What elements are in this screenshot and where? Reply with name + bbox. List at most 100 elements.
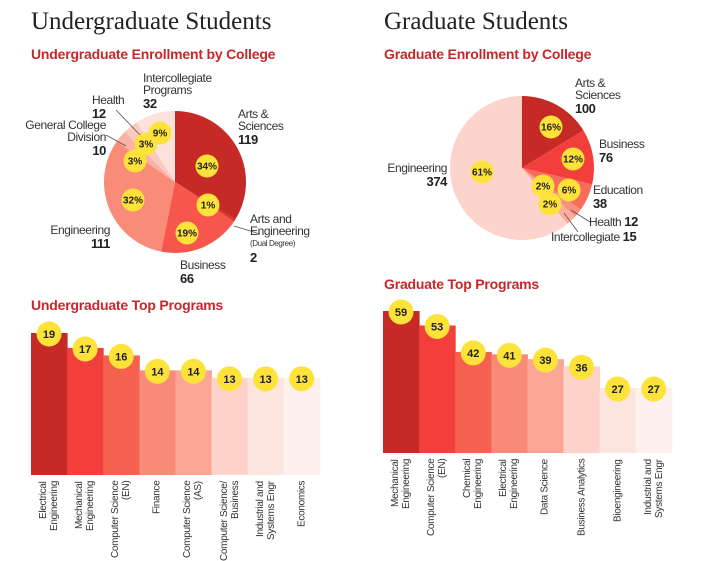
pie-slice-education-percent-label: 6% bbox=[562, 186, 577, 197]
bar-business-analytics-value-badge bbox=[569, 354, 595, 380]
leader-line-intercollegiate-grad bbox=[563, 212, 579, 233]
bar-computer-science-as bbox=[175, 370, 212, 475]
grad-pie-label-engineering: Engineering 374 bbox=[387, 161, 447, 189]
pie-slice-intercollegiate-percent-badge bbox=[538, 192, 562, 216]
undergrad-heading: Undergraduate Students bbox=[31, 8, 272, 35]
x-tick-label-computer-science-business: Computer Science/ Business bbox=[218, 481, 241, 561]
bar-economics-value-label: 13 bbox=[296, 374, 308, 386]
leader-line-arts-engineering bbox=[233, 225, 261, 235]
bar-electrical-engineering-value-label: 41 bbox=[503, 350, 515, 362]
bar-computer-science-as-value-label: 14 bbox=[187, 366, 200, 378]
x-tick-label-chemical-engineering: Chemical Engineering bbox=[462, 459, 485, 510]
pie-slice-education-percent-badge bbox=[557, 178, 581, 202]
bar-industrial-and-systems-engr-value-badge bbox=[641, 376, 667, 402]
bar-computer-science-en-value-badge bbox=[108, 343, 134, 369]
grad-pie-label-education: Education 38 bbox=[593, 183, 643, 211]
bar-data-science bbox=[527, 359, 564, 453]
grad-pie-title: Graduate Enrollment by College bbox=[384, 46, 592, 62]
leader-line-general-college bbox=[105, 134, 127, 147]
pie-slice-business-percent-label: 12% bbox=[563, 155, 583, 166]
x-tick-label-computer-science-en: Computer Science (EN) bbox=[426, 459, 449, 537]
x-tick-label-business-analytics: Business Analytics bbox=[576, 459, 587, 537]
bar-computer-science-en-value-badge bbox=[424, 313, 450, 339]
bar-mechanical-engineering-value-label: 59 bbox=[395, 307, 407, 319]
bar-industrial-and-systems-engr-value-label: 13 bbox=[260, 374, 272, 386]
grad-pie: 16% 12% 6% 2% 2% 61% bbox=[449, 96, 595, 240]
bar-industrial-and-systems-engr-value-label: 27 bbox=[648, 384, 660, 396]
pie-slice-business bbox=[522, 130, 595, 185]
pie-slice-general-college-division bbox=[116, 131, 175, 182]
pie-slice-arts-sciences-percent-label: 34% bbox=[197, 162, 217, 173]
pie-slice-arts-and-engineering-percent-badge bbox=[196, 193, 220, 217]
undergrad-bar-title: Undergraduate Top Programs bbox=[31, 297, 224, 313]
bar-industrial-and-systems-engr bbox=[247, 377, 285, 475]
pie-label-health: Health 12 bbox=[92, 93, 125, 121]
bar-finance-value-badge bbox=[144, 358, 170, 384]
grad-pie-label-health: Health 12 bbox=[589, 214, 638, 229]
pie-slice-arts-sciences-percent-label: 16% bbox=[541, 123, 561, 134]
bar-computer-science-en bbox=[419, 325, 456, 453]
pie-slice-intercollegiate-programs-percent-label: 9% bbox=[153, 129, 168, 140]
pie-slice-engineering-percent-label: 61% bbox=[472, 168, 492, 179]
grad-pie-label-arts-sciences: Arts & Sciences 100 bbox=[575, 76, 621, 116]
bar-computer-science-en bbox=[103, 355, 140, 475]
grad-bar-chart: 59 53 42 41 39 36 27 27 bbox=[383, 299, 673, 453]
x-tick-label-computer-science-en: Computer Science (EN) bbox=[110, 481, 133, 559]
pie-label-general-college: General College Division 10 bbox=[25, 118, 106, 158]
grad-bar-title: Graduate Top Programs bbox=[384, 276, 540, 292]
pie-slice-engineering-percent-badge bbox=[121, 188, 145, 212]
pie-slice-business-percent-badge bbox=[175, 221, 199, 245]
x-tick-label-data-science: Data Science bbox=[539, 459, 551, 515]
grad-pie-label-intercollegiate: Intercollegiate 15 bbox=[551, 229, 637, 244]
pie-slice-health-percent-label: 2% bbox=[536, 182, 551, 193]
pie-slice-business-percent-label: 19% bbox=[177, 229, 197, 240]
x-tick-label-mechanical-engineering: Mechanical Engineering bbox=[390, 459, 412, 510]
pie-slice-health-percent-badge bbox=[531, 174, 555, 198]
x-tick-label-computer-science-as: Computer Science (AS) bbox=[182, 481, 205, 559]
bar-mechanical-engineering-value-label: 17 bbox=[79, 344, 91, 356]
grad-heading: Graduate Students bbox=[384, 8, 568, 35]
bar-electrical-engineering-value-label: 19 bbox=[43, 329, 55, 341]
bar-chemical-engineering-value-label: 42 bbox=[467, 348, 479, 360]
bar-mechanical-engineering bbox=[383, 311, 420, 453]
x-tick-label-electrical-engineering: Electrical Engineering bbox=[498, 459, 521, 510]
pie-slice-intercollegiate-programs-percent-badge bbox=[148, 121, 172, 145]
bar-mechanical-engineering-value-badge bbox=[388, 299, 414, 325]
grad-pie-label-business: Business 76 bbox=[599, 137, 645, 165]
pie-label-arts-sciences: Arts & Sciences 119 bbox=[238, 107, 284, 147]
bar-computer-science-business-value-label: 13 bbox=[223, 374, 235, 386]
x-tick-label-electrical-engineering: Electrical Engineering bbox=[38, 481, 60, 532]
undergrad-pie: 34%1%19%32%3%3%9% bbox=[103, 111, 247, 253]
bar-mechanical-engineering-value-badge bbox=[72, 336, 98, 362]
bar-business-analytics bbox=[563, 366, 601, 453]
bar-computer-science-as-value-badge bbox=[180, 358, 206, 384]
bar-electrical-engineering bbox=[31, 333, 68, 475]
x-tick-label-industrial-and-systems-engr: Industrial and Systems Engr bbox=[254, 481, 277, 540]
bar-data-science-value-badge bbox=[532, 347, 558, 373]
pie-label-engineering: Engineering 111 bbox=[50, 223, 110, 251]
pie-slice-intercollegiate-percent-label: 2% bbox=[543, 200, 558, 211]
pie-slice-business-percent-badge bbox=[561, 147, 585, 171]
pie-slice-engineering bbox=[449, 96, 568, 240]
bar-finance-value-label: 14 bbox=[151, 366, 164, 378]
pie-slice-arts-and-engineering-percent-label: 1% bbox=[201, 201, 216, 212]
leader-lines bbox=[105, 109, 591, 235]
bar-business-analytics-value-label: 36 bbox=[575, 362, 587, 374]
undergrad-bar-chart: 19 17 16 14 14 13 13 13 bbox=[31, 321, 321, 475]
pie-slice-arts-sciences-percent-badge bbox=[539, 115, 563, 139]
x-tick-label-mechanical-engineering: Mechanical Engineering bbox=[74, 481, 97, 532]
bar-bioengineering-value-badge bbox=[605, 376, 631, 402]
bar-data-science-value-label: 39 bbox=[539, 355, 551, 367]
leader-line-health bbox=[115, 109, 141, 136]
bar-chemical-engineering bbox=[455, 351, 492, 453]
undergrad-pie-title: Undergraduate Enrollment by College bbox=[31, 46, 276, 62]
bar-computer-science-business bbox=[211, 377, 249, 475]
pie-label-business: Business 66 bbox=[180, 258, 226, 286]
x-tick-label-bioengineering: Bioengineering bbox=[612, 459, 624, 522]
x-tick-label-economics: Economics bbox=[296, 481, 308, 528]
bar-industrial-and-systems-engr-value-badge bbox=[253, 366, 279, 392]
bar-computer-science-en-value-label: 16 bbox=[115, 351, 127, 363]
pie-label-arts-engineering: Arts and Engineering (Dual Degree) 2 bbox=[250, 212, 310, 265]
bar-electrical-engineering-value-badge bbox=[496, 342, 522, 368]
